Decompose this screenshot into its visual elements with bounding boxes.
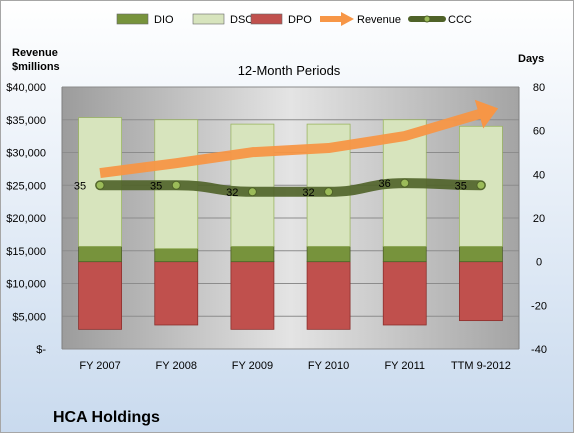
dso-bar (230, 123, 275, 247)
right-tick-label: -20 (531, 300, 547, 312)
legend-swatch (250, 13, 283, 25)
ccc-point (324, 187, 334, 197)
dpo-bar (382, 261, 427, 326)
chart-title: 12-Month Periods (238, 63, 341, 78)
legend-label: DSO (230, 14, 254, 26)
left-tick-label: $25,000 (6, 180, 46, 192)
right-tick-label: 80 (533, 82, 545, 94)
dpo-bar (154, 261, 199, 326)
ccc-data-label: 35 (150, 180, 162, 192)
legend: DIO DSO DPO Revenue CCC (116, 12, 472, 26)
ccc-data-label: 32 (302, 187, 314, 199)
legend-arrowhead (341, 12, 354, 26)
left-axis-label-line-1: Revenue (12, 47, 58, 59)
left-tick-label: $40,000 (6, 82, 46, 94)
legend-label: Revenue (357, 14, 401, 26)
revenue-series (99, 99, 499, 179)
dio-bar (306, 245, 351, 263)
ccc-point (476, 180, 486, 190)
legend-swatch (116, 13, 149, 25)
category-label: FY 2010 (308, 360, 349, 372)
left-tick-label: $35,000 (6, 115, 46, 127)
ccc-data-label: 36 (379, 178, 391, 190)
category-label: FY 2007 (79, 360, 120, 372)
ccc-data-label: 32 (226, 187, 238, 199)
dio-bar (78, 245, 122, 263)
dpo-bar (306, 261, 351, 330)
right-axis-ticks: -40 -20 0 20 40 60 80 (531, 82, 547, 356)
dpo-bar (459, 261, 503, 322)
left-tick-label: $5,000 (12, 311, 46, 323)
left-tick-label: $- (36, 344, 46, 356)
legend-label: DPO (288, 14, 312, 26)
left-axis-ticks: $- $5,000 $10,000 $15,000 $20,000 $25,000 $30,… (6, 82, 46, 356)
ccc-point (400, 178, 410, 188)
revenue-arrowhead (474, 99, 499, 129)
right-tick-label: 40 (533, 169, 545, 181)
dio-bar (382, 245, 427, 263)
right-axis-label: Days (518, 53, 544, 65)
left-tick-label: $15,000 (6, 246, 46, 258)
left-axis-label-line-2: $millions (12, 61, 60, 73)
category-label: FY 2008 (156, 360, 197, 372)
left-tick-label: $20,000 (6, 213, 46, 225)
category-labels: FY 2007 FY 2008 FY 2009 FY 2010 FY 2011 TTM 9… (79, 360, 510, 372)
right-tick-label: -40 (531, 344, 547, 356)
right-tick-label: 60 (533, 126, 545, 138)
dio-bar (154, 248, 199, 263)
ccc-point (95, 180, 105, 190)
dio-bar (230, 245, 275, 263)
category-label: FY 2011 (384, 360, 425, 372)
ccc-line (95, 178, 486, 197)
category-label: FY 2009 (232, 360, 273, 372)
ccc-data-label: 35 (74, 180, 86, 192)
ccc-point (171, 180, 181, 190)
company-name: HCA Holdings (53, 409, 160, 426)
left-tick-label: $10,000 (6, 279, 46, 291)
ccc-point (247, 187, 257, 197)
dio-bar (459, 245, 503, 263)
legend-label: DIO (154, 14, 174, 26)
left-tick-label: $30,000 (6, 148, 46, 160)
legend-label: CCC (448, 14, 472, 26)
dpo-bar (78, 261, 122, 330)
ccc-series: 35 35 32 32 36 35 (74, 178, 486, 199)
category-label: TTM 9-2012 (451, 360, 511, 372)
ccc-data-label: 35 (455, 180, 467, 192)
right-tick-label: 20 (533, 213, 545, 225)
legend-swatch (192, 13, 225, 25)
dpo-bar (230, 261, 275, 330)
legend-marker (423, 15, 431, 23)
right-tick-label: 0 (536, 257, 542, 269)
